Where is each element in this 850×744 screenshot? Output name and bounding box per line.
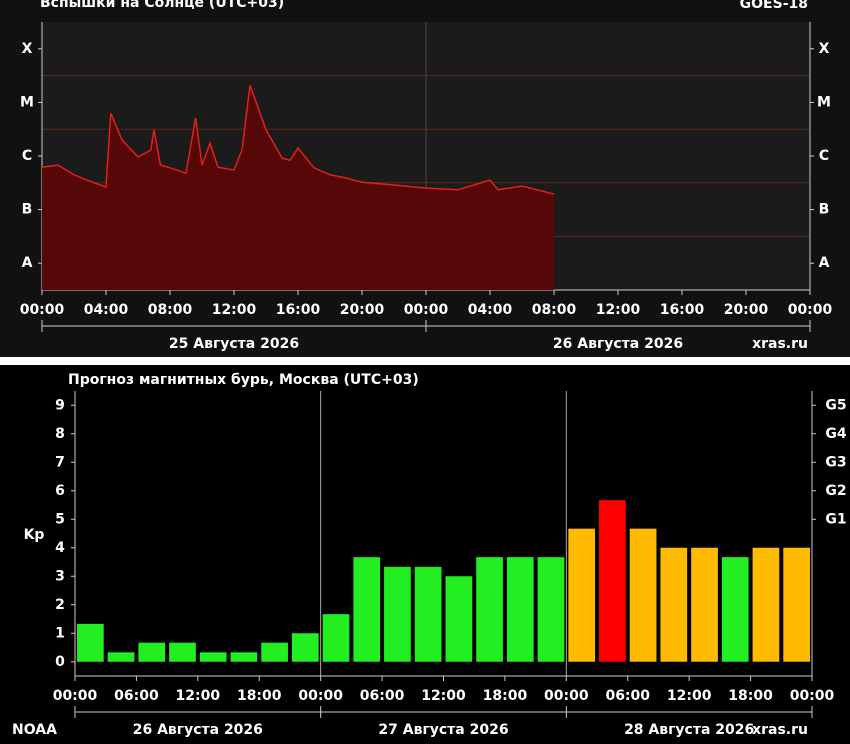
x-tick-label: 06:00 — [360, 688, 405, 704]
date-label: 25 Августа 2026 — [169, 336, 299, 352]
x-tick-label: 12:00 — [212, 302, 257, 318]
y-tick-label: C — [22, 148, 32, 164]
y2-tick-label: B — [819, 202, 830, 218]
kp-bar — [414, 566, 442, 662]
y-tick-label: 6 — [55, 483, 65, 499]
kp-bar — [691, 547, 718, 662]
x-tick-label: 12:00 — [176, 688, 221, 704]
x-tick-label: 12:00 — [596, 302, 641, 318]
y2-tick-label: G5 — [825, 397, 846, 413]
x-tick-label: 08:00 — [148, 302, 193, 318]
x-tick-label: 18:00 — [483, 688, 528, 704]
x-tick-label: 16:00 — [660, 302, 705, 318]
y-tick-label: A — [22, 255, 33, 271]
y2-tick-label: G2 — [825, 483, 846, 499]
x-tick-label: 16:00 — [276, 302, 321, 318]
chart-title: Вспышки на Солнце (UTC+03) — [40, 0, 284, 11]
source: xras.ru — [752, 336, 808, 352]
x-tick-label: 18:00 — [237, 688, 282, 704]
y-tick-label: 1 — [55, 625, 65, 641]
date-label: 26 Августа 2026 — [133, 722, 263, 738]
kp-bar — [660, 547, 688, 662]
kp-bar — [721, 557, 749, 662]
kp-bar — [169, 642, 196, 662]
kp-bar — [599, 500, 626, 662]
y-tick-label: M — [20, 94, 34, 110]
flux-area — [42, 85, 554, 290]
y-tick-label: B — [22, 202, 33, 218]
date-label: 28 Августа 2026 — [624, 722, 754, 738]
kp-bar — [783, 547, 810, 662]
kp-bar — [752, 547, 780, 662]
date-label: 26 Августа 2026 — [553, 336, 683, 352]
kp-bar — [629, 528, 657, 662]
kp-bar — [138, 642, 166, 662]
y-tick-label: X — [22, 41, 33, 57]
kp-bar — [506, 557, 534, 662]
x-tick-label: 12:00 — [421, 688, 466, 704]
x-tick-label: 00:00 — [790, 688, 835, 704]
kp-bar — [199, 652, 227, 662]
kp-bar — [291, 633, 319, 662]
kp-bar — [445, 576, 473, 662]
kp-bar — [476, 557, 503, 662]
y-axis-label: Kp — [24, 527, 45, 543]
y-tick-label: 4 — [55, 540, 65, 556]
x-tick-label: 08:00 — [532, 302, 577, 318]
chart-title: Прогноз магнитных бурь, Москва (UTC+03) — [68, 372, 419, 388]
x-tick-label: 00:00 — [298, 688, 343, 704]
y-tick-label: 5 — [55, 511, 65, 527]
y-tick-label: 0 — [55, 654, 65, 670]
x-tick-label: 00:00 — [788, 302, 833, 318]
y2-tick-label: X — [819, 41, 830, 57]
kp-bar — [568, 528, 596, 662]
kp-bar — [77, 623, 104, 662]
x-tick-label: 00:00 — [404, 302, 449, 318]
date-label: 27 Августа 2026 — [378, 722, 508, 738]
provider: NOAA — [12, 722, 57, 738]
y2-tick-label: C — [819, 148, 829, 164]
kp-bar — [384, 566, 411, 662]
y2-tick-label: G3 — [825, 454, 846, 470]
x-tick-label: 12:00 — [667, 688, 712, 704]
kp-bar — [261, 642, 288, 662]
kp-bar — [230, 652, 258, 662]
flux-line — [41, 84, 555, 195]
kp-bar — [322, 614, 350, 662]
satellite: GOES-18 — [740, 0, 808, 12]
x-tick-label: 06:00 — [605, 688, 650, 704]
x-tick-label: 04:00 — [468, 302, 513, 318]
y2-tick-label: G1 — [825, 511, 846, 527]
x-tick-label: 20:00 — [724, 302, 769, 318]
x-tick-label: 04:00 — [84, 302, 129, 318]
x-tick-label: 00:00 — [20, 302, 65, 318]
y-tick-label: 7 — [55, 454, 65, 470]
y-tick-label: 2 — [55, 597, 65, 613]
kp-bar — [107, 652, 135, 662]
kp-bar — [353, 557, 381, 662]
source: xras.ru — [752, 722, 808, 738]
x-tick-label: 00:00 — [544, 688, 589, 704]
x-tick-label: 18:00 — [728, 688, 773, 704]
y2-tick-label: M — [817, 94, 831, 110]
y-tick-label: 3 — [55, 568, 65, 584]
y2-tick-label: G4 — [825, 426, 846, 442]
y-tick-label: 9 — [55, 397, 65, 413]
kp-bar — [537, 557, 565, 662]
x-tick-label: 00:00 — [53, 688, 98, 704]
x-tick-label: 20:00 — [340, 302, 385, 318]
y2-tick-label: A — [819, 255, 830, 271]
y-tick-label: 8 — [55, 426, 65, 442]
x-tick-label: 06:00 — [114, 688, 159, 704]
